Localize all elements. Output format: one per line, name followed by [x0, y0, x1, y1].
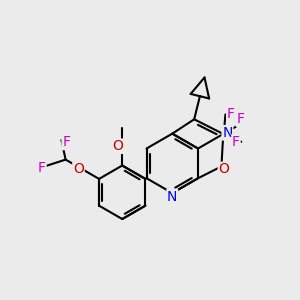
Text: F: F: [236, 112, 244, 126]
Text: O: O: [218, 162, 229, 176]
Text: F: F: [232, 135, 240, 149]
Text: N: N: [222, 126, 233, 140]
Text: N: N: [167, 190, 178, 204]
Text: F: F: [62, 135, 70, 149]
Text: F: F: [38, 161, 46, 175]
Text: F: F: [227, 107, 235, 122]
Text: O: O: [73, 162, 84, 176]
Text: O: O: [112, 139, 124, 153]
